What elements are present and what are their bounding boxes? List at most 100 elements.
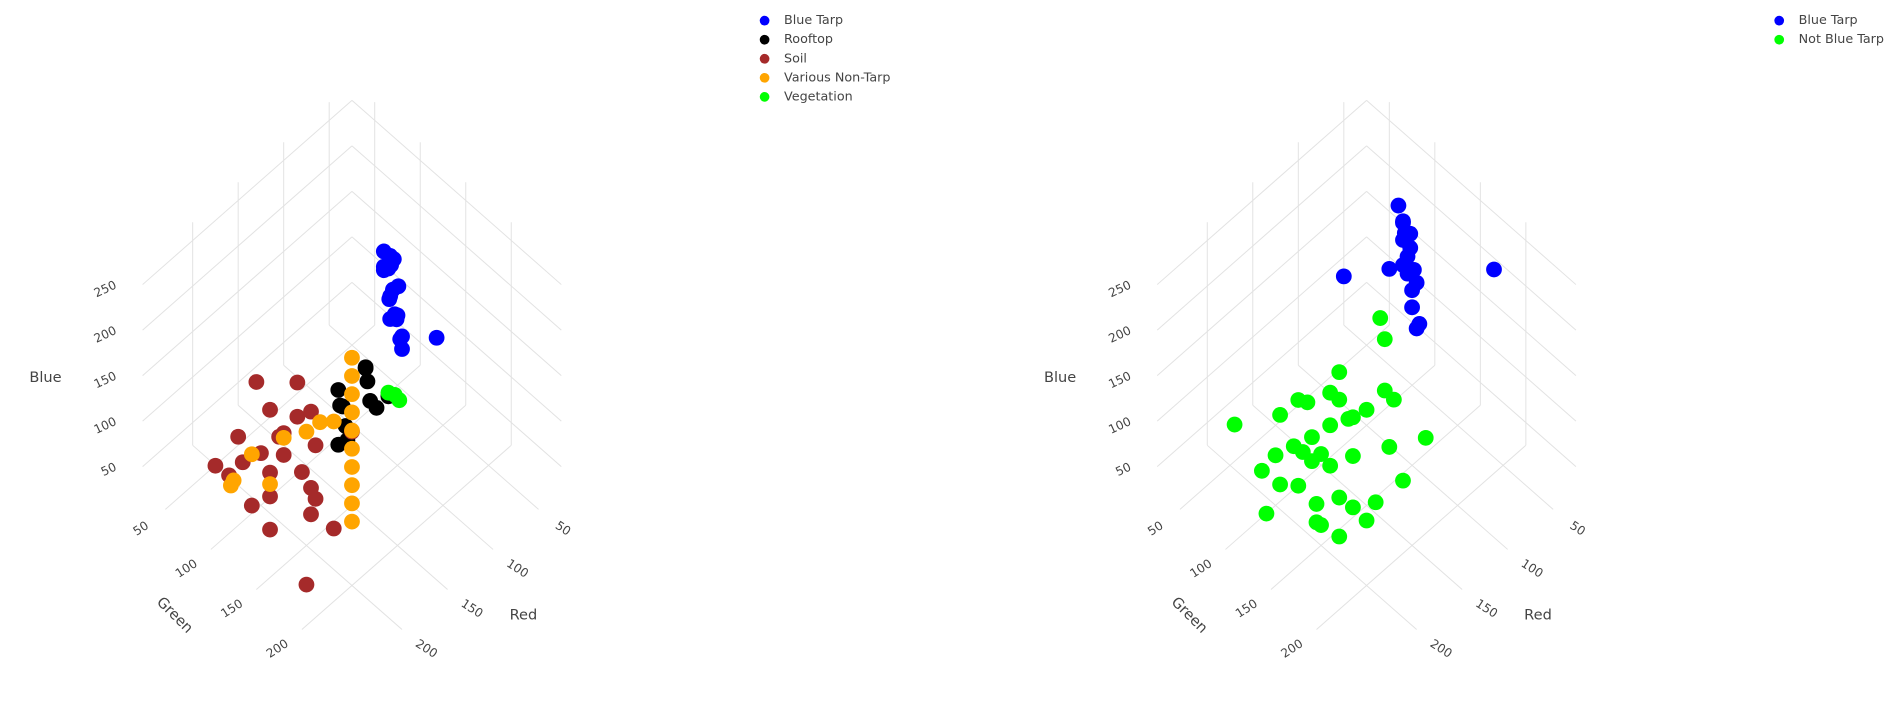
grid-line <box>142 236 353 422</box>
data-point <box>390 278 407 295</box>
y-axis-title: Green <box>1168 594 1211 637</box>
data-point <box>1254 462 1270 479</box>
grid-line <box>256 404 467 590</box>
data-point <box>1304 429 1320 446</box>
grid-line <box>1366 145 1577 331</box>
grid-line <box>142 190 353 376</box>
data-point <box>344 368 360 384</box>
data-point <box>1417 429 1434 446</box>
legend: Blue Tarp Not Blue Tarp <box>1774 13 1884 47</box>
data-point <box>1308 514 1325 531</box>
data-point <box>1226 416 1243 433</box>
z-tick-label: 50 <box>1113 460 1133 479</box>
data-point <box>262 488 278 505</box>
data-point <box>262 401 278 418</box>
grid-line <box>1156 145 1367 331</box>
data-point <box>344 495 360 512</box>
grid-line <box>351 282 562 467</box>
data-point <box>1395 472 1411 489</box>
data-point <box>225 472 242 489</box>
legend-marker <box>759 53 770 64</box>
data-point <box>1308 496 1325 512</box>
data-point <box>1408 274 1425 291</box>
data-point <box>1358 401 1375 418</box>
grid-line <box>1252 404 1463 590</box>
data-point <box>1395 257 1411 273</box>
data-point <box>303 403 319 420</box>
x-tick-label: 200 <box>1428 636 1455 660</box>
legend-label: Rooftop <box>784 32 833 47</box>
data-point <box>307 437 324 454</box>
data-point <box>298 576 315 593</box>
data-point <box>1272 407 1288 423</box>
data-point <box>380 384 397 401</box>
grid-line <box>1366 99 1577 285</box>
legend-marker <box>759 34 770 45</box>
data-point <box>298 423 315 440</box>
data-point <box>1376 331 1393 348</box>
data-point <box>344 459 360 475</box>
y-axis-title: Green <box>153 594 196 637</box>
data-point <box>312 414 328 431</box>
data-point <box>1294 444 1311 460</box>
grid-line <box>1156 236 1367 422</box>
data-point <box>1395 213 1411 230</box>
data-point <box>344 440 360 457</box>
legend: Blue Tarp Rooftop Soil Various Non-Tarp Vege… <box>759 13 890 104</box>
data-point <box>1331 364 1348 381</box>
data-point <box>1345 409 1361 426</box>
data-point <box>1411 316 1428 332</box>
y-tick-label: 200 <box>264 636 291 660</box>
data-point <box>388 311 405 328</box>
data-point <box>1331 489 1348 506</box>
data-point <box>262 476 278 492</box>
data-point <box>344 386 360 403</box>
grid-line <box>1156 99 1367 285</box>
grid-line <box>1156 282 1367 467</box>
z-tick-label: 250 <box>1106 278 1133 300</box>
legend-label: Soil <box>784 51 807 66</box>
data-point <box>1486 261 1502 278</box>
z-tick-label: 100 <box>1106 414 1133 436</box>
data-point <box>303 506 319 523</box>
grid-line <box>351 99 562 285</box>
x-tick-label: 50 <box>1567 518 1588 538</box>
legend-marker <box>1774 34 1785 45</box>
data-point <box>1299 394 1316 411</box>
data-point <box>262 464 278 481</box>
data-point <box>1372 310 1389 326</box>
data-point <box>344 349 360 366</box>
data-point <box>207 457 224 474</box>
legend-label: Blue Tarp <box>784 13 843 28</box>
legend-label: Vegetation <box>784 89 853 104</box>
data-point <box>357 360 374 377</box>
data-point <box>275 447 292 463</box>
y-tick-label: 50 <box>131 518 152 538</box>
x-axis-title: Red <box>510 606 538 623</box>
legend-marker <box>759 15 770 26</box>
z-tick-label: 150 <box>1106 369 1133 391</box>
data-point <box>289 374 306 391</box>
x-tick-label: 100 <box>504 556 531 580</box>
data-point <box>392 331 409 348</box>
data-point <box>332 397 349 414</box>
data-point <box>275 429 292 446</box>
grid-line <box>283 364 494 550</box>
grid-line <box>1343 324 1554 510</box>
z-tick-label: 200 <box>1106 323 1133 345</box>
grid-line <box>142 145 353 331</box>
data-point <box>344 513 360 530</box>
y-tick-label: 100 <box>173 556 200 580</box>
data-point <box>1381 261 1398 277</box>
data-point <box>344 477 360 494</box>
data-point <box>1258 505 1275 522</box>
data-point <box>1313 446 1329 462</box>
z-tick-label: 50 <box>99 460 119 479</box>
data-point <box>1367 494 1384 511</box>
data-point <box>1331 391 1348 408</box>
data-point <box>1345 499 1361 516</box>
data-point <box>368 399 385 416</box>
legend-marker <box>759 72 770 83</box>
